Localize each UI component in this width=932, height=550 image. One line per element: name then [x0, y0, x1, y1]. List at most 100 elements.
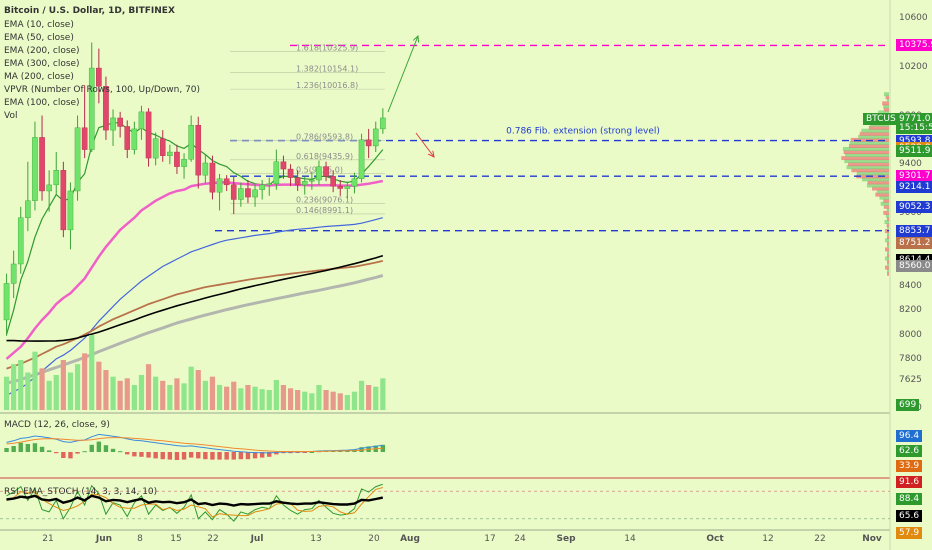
time-axis-tick: 24 — [514, 534, 526, 544]
volume-bar — [337, 393, 343, 410]
rsi-legend[interactable]: RSI_EMA_STOCH (14, 3, 3, 14, 10) — [4, 487, 158, 497]
candle-body — [60, 170, 67, 231]
study-legend-vpvr[interactable]: VPVR (Number Of Rows, 100, Up/Down, 70) — [4, 85, 201, 95]
candle-body — [202, 162, 209, 176]
candle-body — [117, 117, 123, 127]
volume-profile-row — [880, 201, 889, 206]
bearish-projection-arrow — [415, 132, 434, 157]
macd-histogram-bar — [259, 452, 265, 458]
volume-profile-row — [846, 165, 889, 170]
volume-bar — [74, 364, 81, 410]
time-axis-tick: 20 — [368, 534, 380, 544]
candle-body — [287, 168, 294, 178]
candle-body — [103, 86, 109, 131]
candle-body — [252, 189, 258, 198]
candle-body — [273, 161, 280, 184]
volume-profile-row — [886, 98, 889, 103]
time-axis-tick: Nov — [862, 534, 882, 544]
volume-profile-row — [858, 134, 889, 139]
rsi-tag: 57.9 — [896, 527, 923, 539]
price-axis-tick: 7800 — [899, 353, 922, 364]
candle-body — [372, 128, 379, 147]
macd-histogram-bar — [380, 444, 386, 452]
candle-body — [358, 139, 365, 179]
candle-body — [316, 166, 322, 181]
price-tag: 9301.7 — [896, 170, 932, 183]
volume-bar — [323, 390, 329, 410]
volume-bar — [216, 385, 223, 410]
macd-histogram-bar — [46, 450, 52, 452]
volume-tag: 699 — [896, 399, 920, 411]
time-axis-tick: Sep — [556, 534, 576, 544]
volume-bar — [238, 388, 244, 410]
time-axis-tick: 21 — [42, 534, 54, 544]
candle-body — [223, 178, 230, 186]
macd-histogram-bar — [153, 452, 158, 459]
volume-profile-row — [856, 171, 889, 176]
chart-title: Bitcoin / U.S. Dollar, 1D, BITFINEX — [4, 6, 175, 16]
ema300-line — [6, 274, 384, 385]
volume-bar — [309, 393, 315, 410]
volume-profile-row — [883, 198, 889, 203]
rsi-tag: 91.6 — [896, 476, 923, 488]
volume-profile-row — [879, 195, 889, 200]
price-tag: 8853.7 — [896, 224, 932, 237]
candle-body — [351, 178, 358, 187]
volume-profile-row — [875, 192, 889, 197]
time-axis-tick: 17 — [484, 534, 496, 544]
study-legend-volume[interactable]: Vol — [4, 111, 18, 121]
macd-histogram-bar — [167, 452, 173, 460]
volume-profile-row — [845, 153, 889, 158]
volume-bar — [181, 383, 187, 410]
candle-body — [216, 178, 223, 193]
volume-bar — [39, 368, 45, 410]
macd-histogram-bar — [288, 452, 293, 454]
candle-body — [39, 137, 45, 192]
macd-legend[interactable]: MACD (12, 26, close, 9) — [4, 420, 110, 430]
price-axis-tick: 9400 — [899, 159, 922, 170]
volume-bar — [302, 391, 308, 410]
study-legend-ma200[interactable]: MA (200, close) — [4, 72, 74, 82]
volume-bar — [351, 391, 358, 410]
volume-profile-row — [884, 238, 889, 243]
macd-histogram-bar — [196, 452, 201, 459]
macd-histogram-bar — [110, 448, 116, 452]
candle-body — [88, 67, 95, 150]
macd-histogram-bar — [4, 448, 9, 452]
volume-bar — [32, 351, 38, 410]
candle-body — [181, 159, 187, 167]
volume-profile-row — [883, 204, 889, 209]
rsi-tag: 88.4 — [896, 493, 923, 505]
volume-profile-row — [887, 244, 889, 249]
study-legend-ema50[interactable]: EMA (50, close) — [4, 33, 74, 43]
macd-histogram-bar — [75, 452, 80, 454]
volume-bar — [380, 378, 386, 410]
study-legend-ema10[interactable]: EMA (10, close) — [4, 20, 74, 30]
volume-profile — [841, 92, 889, 276]
time-axis-tick: Aug — [400, 534, 420, 544]
candle-body — [110, 117, 116, 131]
volume-profile-row — [844, 159, 889, 164]
volume-bar — [103, 370, 109, 410]
study-legend-ema200[interactable]: EMA (200, close) — [4, 46, 80, 56]
price-tag: 9511.9 — [896, 144, 932, 157]
volume-profile-row — [887, 262, 889, 267]
volume-bar — [117, 380, 123, 410]
volume-bar — [46, 380, 52, 410]
study-legend-ema300[interactable]: EMA (300, close) — [4, 59, 80, 69]
macd-histogram-bar — [295, 452, 300, 453]
macd-histogram-bar — [238, 452, 244, 460]
volume-bar — [202, 380, 208, 410]
volume-bar — [330, 391, 336, 410]
ema50-line — [5, 179, 384, 360]
candle-body — [124, 126, 131, 150]
time-axis-tick: Jul — [250, 534, 264, 544]
study-legend-ema100[interactable]: EMA (100, close) — [4, 98, 80, 108]
candle-body — [301, 181, 308, 186]
candle-body — [380, 117, 386, 130]
volume-profile-row — [886, 259, 889, 264]
volume-profile-row — [884, 247, 889, 252]
volume-profile-row — [859, 131, 889, 136]
